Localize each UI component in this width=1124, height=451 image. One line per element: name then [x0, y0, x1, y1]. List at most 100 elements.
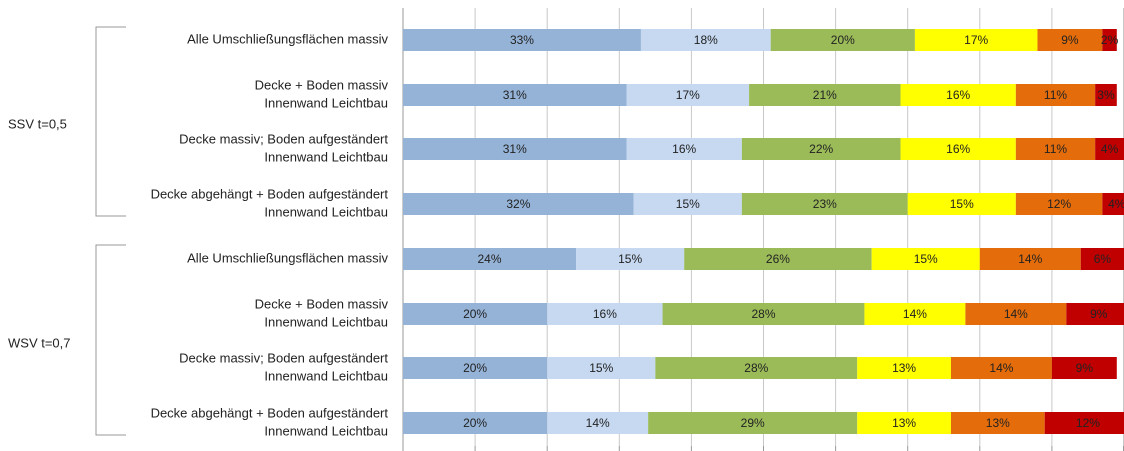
value-label: 24% — [478, 252, 502, 266]
bar-segment — [1037, 29, 1103, 51]
value-label: 23% — [813, 197, 837, 211]
bar-segment — [1015, 84, 1096, 106]
value-label: 18% — [694, 33, 718, 47]
value-label: 15% — [589, 361, 613, 375]
category-label: Innenwand Leichtbau — [264, 204, 388, 219]
bar-segment — [857, 357, 951, 379]
value-label: 12% — [1047, 197, 1071, 211]
value-label: 6% — [1094, 252, 1112, 266]
bar-segment — [1015, 138, 1096, 160]
bar-segment — [662, 303, 865, 325]
group-brackets — [95, 26, 126, 436]
value-label: 20% — [463, 307, 487, 321]
value-label: 21% — [813, 88, 837, 102]
bar-segment — [749, 84, 901, 106]
value-label: 4% — [1108, 197, 1124, 211]
value-label: 13% — [986, 416, 1010, 430]
value-label: 13% — [892, 416, 916, 430]
value-label: 20% — [463, 416, 487, 430]
value-label: 20% — [463, 361, 487, 375]
bar-segment — [403, 29, 641, 51]
category-label: Decke massiv; Boden aufgeständert — [179, 350, 388, 365]
bar-segment — [403, 84, 627, 106]
bar-segment — [403, 357, 548, 379]
value-label: 15% — [950, 197, 974, 211]
value-label: 15% — [676, 197, 700, 211]
bar-segment — [864, 303, 966, 325]
category-label: Innenwand Leichtbau — [264, 423, 388, 438]
bracket — [95, 244, 126, 436]
bar-segment — [403, 193, 634, 215]
bar-segment — [950, 357, 1052, 379]
category-label: Decke abgehängt + Boden aufgeständert — [151, 405, 389, 420]
bracket — [95, 26, 126, 217]
bar-segment — [626, 138, 742, 160]
value-label: 15% — [914, 252, 938, 266]
category-label: Decke + Boden massiv — [255, 296, 389, 311]
value-label: 15% — [618, 252, 642, 266]
category-label: Innenwand Leichtbau — [264, 314, 388, 329]
value-label: 33% — [510, 33, 534, 47]
value-label: 26% — [766, 252, 790, 266]
bar-segment — [900, 84, 1016, 106]
category-label: Innenwand Leichtbau — [264, 368, 388, 383]
bar-segment — [684, 248, 872, 270]
value-label: 14% — [989, 361, 1013, 375]
bar-segment — [403, 412, 548, 434]
value-label: 16% — [593, 307, 617, 321]
category-label: Decke abgehängt + Boden aufgeständert — [151, 186, 389, 201]
category-label: Innenwand Leichtbau — [264, 149, 388, 164]
value-label: 17% — [676, 88, 700, 102]
bar-segment — [1102, 29, 1117, 51]
value-label: 2% — [1101, 33, 1119, 47]
bar-segment — [547, 412, 649, 434]
bar-segment — [403, 248, 577, 270]
bar-segment — [979, 248, 1081, 270]
bar-segment — [1080, 248, 1124, 270]
value-label: 3% — [1097, 88, 1115, 102]
bar-segment — [950, 412, 1045, 434]
value-label: 16% — [946, 142, 970, 156]
bar-segment — [1015, 193, 1103, 215]
bar-segment — [741, 138, 901, 160]
bar-segment — [1095, 84, 1117, 106]
bar-segment — [1051, 357, 1117, 379]
value-label: 16% — [672, 142, 696, 156]
bar-segment — [626, 84, 750, 106]
value-label: 14% — [586, 416, 610, 430]
value-label: 20% — [831, 33, 855, 47]
value-label: 16% — [946, 88, 970, 102]
value-label: 31% — [503, 142, 527, 156]
bar-segment — [900, 138, 1016, 160]
group-label: SSV t=0,5 — [8, 116, 67, 131]
value-label: 31% — [503, 88, 527, 102]
category-label: Innenwand Leichtbau — [264, 95, 388, 110]
category-label: Alle Umschließungsflächen massiv — [187, 31, 388, 46]
value-label: 12% — [1076, 416, 1100, 430]
value-label: 28% — [744, 361, 768, 375]
value-label: 11% — [1044, 88, 1067, 102]
bar-segment — [403, 138, 627, 160]
bar-segment — [1044, 412, 1124, 434]
value-label: 9% — [1061, 33, 1079, 47]
value-label: 17% — [964, 33, 988, 47]
value-label: 11% — [1044, 142, 1067, 156]
bar-segment — [640, 29, 771, 51]
bar-segment — [914, 29, 1038, 51]
bar-segment — [648, 412, 858, 434]
bar-segment — [857, 412, 951, 434]
bar-segment — [403, 303, 548, 325]
group-label: WSV t=0,7 — [8, 335, 71, 350]
bar-segment — [547, 357, 656, 379]
value-label: 14% — [903, 307, 927, 321]
value-label: 29% — [741, 416, 765, 430]
value-label: 9% — [1090, 307, 1108, 321]
bar-segment — [770, 29, 915, 51]
value-label: 9% — [1076, 361, 1094, 375]
value-label: 13% — [892, 361, 916, 375]
bar-segment — [965, 303, 1067, 325]
bar-segment — [1066, 303, 1124, 325]
bar-segment — [655, 357, 858, 379]
category-label: Alle Umschließungsflächen massiv — [187, 250, 388, 265]
